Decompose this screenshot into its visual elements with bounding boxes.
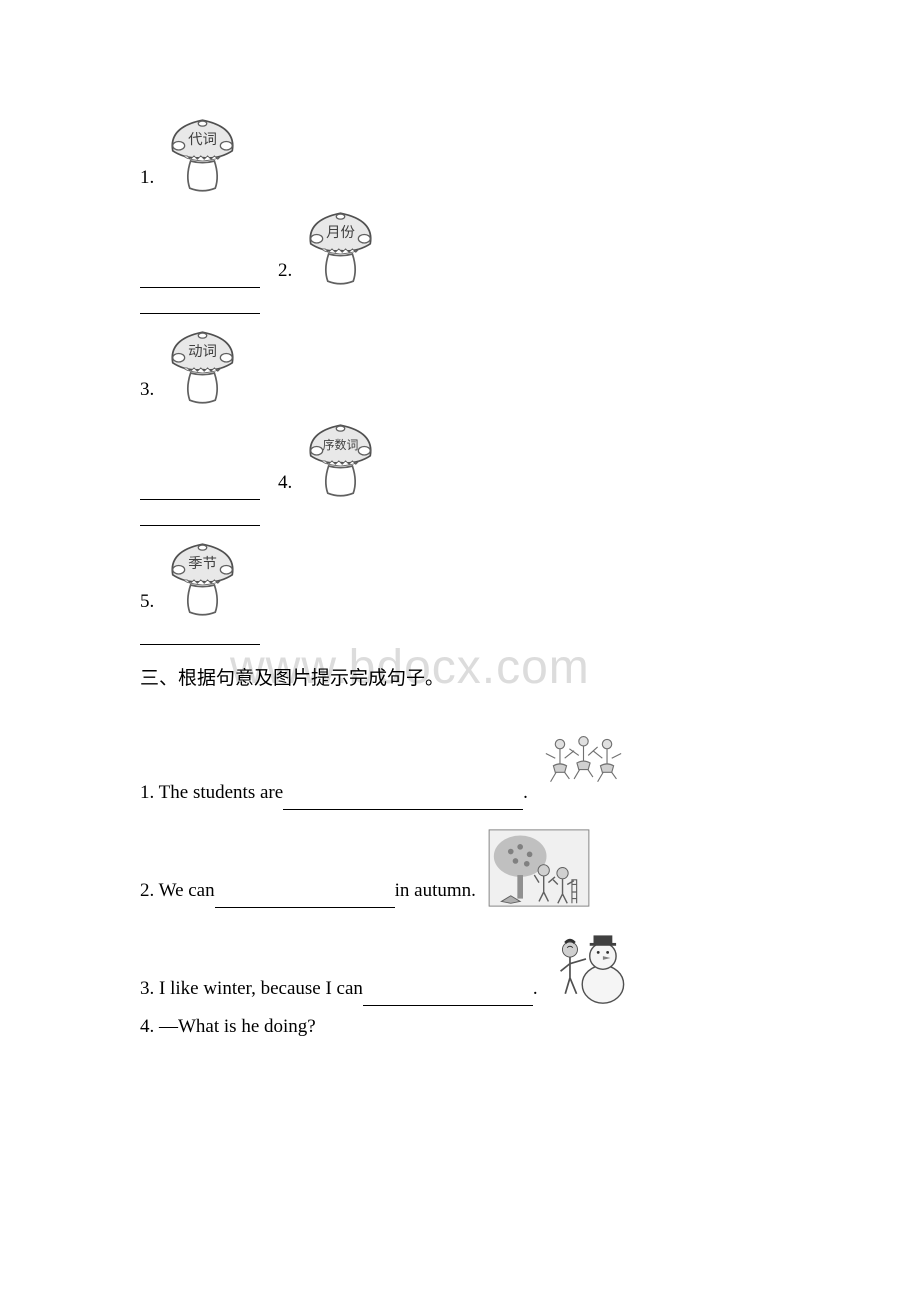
question-number: 4. <box>278 472 292 500</box>
mushroom-label: 代词 <box>188 131 217 148</box>
dancers-icon <box>536 730 631 810</box>
answer-blank[interactable] <box>140 270 260 288</box>
snowman-icon <box>546 926 641 1006</box>
answer-blank[interactable] <box>140 482 260 500</box>
blank-row <box>140 508 780 526</box>
answer-blank[interactable] <box>140 296 260 314</box>
mushroom-row-3: 3. 动词 <box>140 322 780 407</box>
sentence-suffix: . <box>523 782 528 810</box>
picking-apples-icon <box>484 828 594 908</box>
answer-blank[interactable] <box>283 792 523 810</box>
mushroom-label: 月份 <box>326 224 355 241</box>
mushroom-row-1: 1. 代词 <box>140 110 780 195</box>
question-number: 1. <box>140 167 154 195</box>
mushroom-icon: 月份 <box>298 203 383 288</box>
question-number: 5. <box>140 591 154 619</box>
section3-item-3: 3. I like winter, because I can . <box>140 926 780 1006</box>
mushroom-row-5: 5. 季节 <box>140 534 780 619</box>
mushroom-label: 序数词 <box>323 438 359 452</box>
sentence-suffix: . <box>533 978 538 1006</box>
section-3-title: 三、根据句意及图片提示完成句子。 <box>140 663 780 690</box>
sentence-prefix: 2. We can <box>140 880 215 908</box>
sentence-prefix: 4. —What is he doing? <box>140 1016 316 1044</box>
mushroom-label: 季节 <box>188 555 217 572</box>
section3-item-1: 1. The students are . <box>140 730 780 810</box>
mushroom-icon: 动词 <box>160 322 245 407</box>
answer-blank[interactable] <box>215 890 395 908</box>
sentence-prefix: 3. I like winter, because I can <box>140 978 363 1006</box>
mushroom-row-4: 4. 序数词 <box>140 415 780 500</box>
page-content: 1. 代词 2. 月份 3. <box>140 110 780 1044</box>
mushroom-label: 动词 <box>188 343 217 360</box>
answer-blank[interactable] <box>140 627 260 645</box>
blank-row <box>140 296 780 314</box>
answer-blank[interactable] <box>363 988 533 1006</box>
mushroom-icon: 序数词 <box>298 415 383 500</box>
answer-blank[interactable] <box>140 508 260 526</box>
mushroom-row-2: 2. 月份 <box>140 203 780 288</box>
sentence-prefix: 1. The students are <box>140 782 283 810</box>
section3-item-2: 2. We can in autumn. <box>140 828 780 908</box>
mushroom-icon: 代词 <box>160 110 245 195</box>
blank-row <box>140 627 780 645</box>
mushroom-icon: 季节 <box>160 534 245 619</box>
sentence-suffix: in autumn. <box>395 880 476 908</box>
question-number: 3. <box>140 379 154 407</box>
question-number: 2. <box>278 260 292 288</box>
section3-item-4: 4. —What is he doing? <box>140 1016 780 1044</box>
